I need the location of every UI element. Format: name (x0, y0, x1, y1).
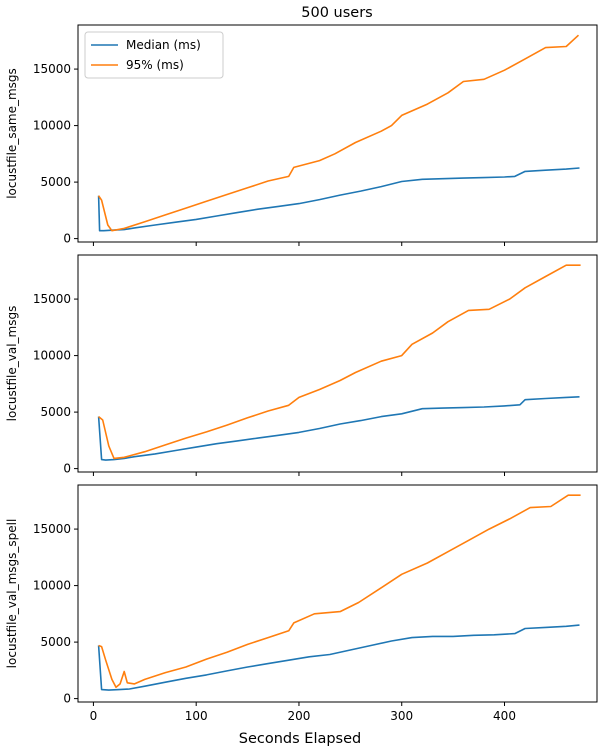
y-tick-label: 5000 (40, 635, 71, 649)
y-tick-label: 0 (63, 232, 71, 246)
y-tick-label: 10000 (33, 349, 71, 363)
x-tick-label: 200 (288, 709, 311, 723)
axes-frame (77, 254, 598, 473)
series-line-median (97, 167, 580, 232)
x-tick-label: 100 (185, 709, 208, 723)
legend-box (84, 31, 224, 79)
y-tick-label: 0 (63, 462, 71, 476)
series-line-median (97, 396, 580, 461)
x-tick-label: 400 (493, 709, 516, 723)
legend-entry: 95% (ms) (126, 58, 184, 72)
y-axis-label: locustfile_same_msgs (5, 68, 19, 199)
y-tick-label: 15000 (33, 62, 71, 76)
series-line-p95 (98, 494, 581, 689)
y-tick-label: 10000 (33, 119, 71, 133)
x-tick-label: 300 (390, 709, 413, 723)
y-tick-label: 0 (63, 692, 71, 706)
y-tick-label: 5000 (40, 175, 71, 189)
series-line-p95 (98, 264, 581, 460)
y-axis-label: locustfile_val_msgs (5, 306, 19, 422)
series-line-median (97, 624, 580, 691)
subplot-1: 0 5000 10000 15000 locustfile_same_msgs Media… (5, 24, 598, 246)
legend: Median (ms) 95% (ms) (84, 31, 224, 79)
axes-frame (77, 484, 598, 703)
subplot-3: 0 5000 10000 15000 0 100 200 300 400 locustfile_v… (5, 484, 598, 723)
y-axis-label: locustfile_val_msgs_spell (5, 519, 19, 669)
subplot-2: 0 5000 10000 15000 locustfile_val_msgs (5, 254, 598, 476)
x-axis-label: Seconds Elapsed (239, 731, 362, 747)
y-tick-label: 15000 (33, 522, 71, 536)
x-tick-label: 0 (90, 709, 98, 723)
series-line-p95 (97, 34, 580, 232)
axes-frame (77, 24, 598, 243)
y-tick-label: 15000 (33, 292, 71, 306)
legend-entry: Median (ms) (126, 38, 201, 52)
subplots: 050001000015000locustfile_same_msgsMedia… (5, 24, 598, 723)
y-tick-label: 5000 (40, 405, 71, 419)
chart-title: 500 users (301, 5, 372, 21)
y-tick-label: 10000 (33, 579, 71, 593)
